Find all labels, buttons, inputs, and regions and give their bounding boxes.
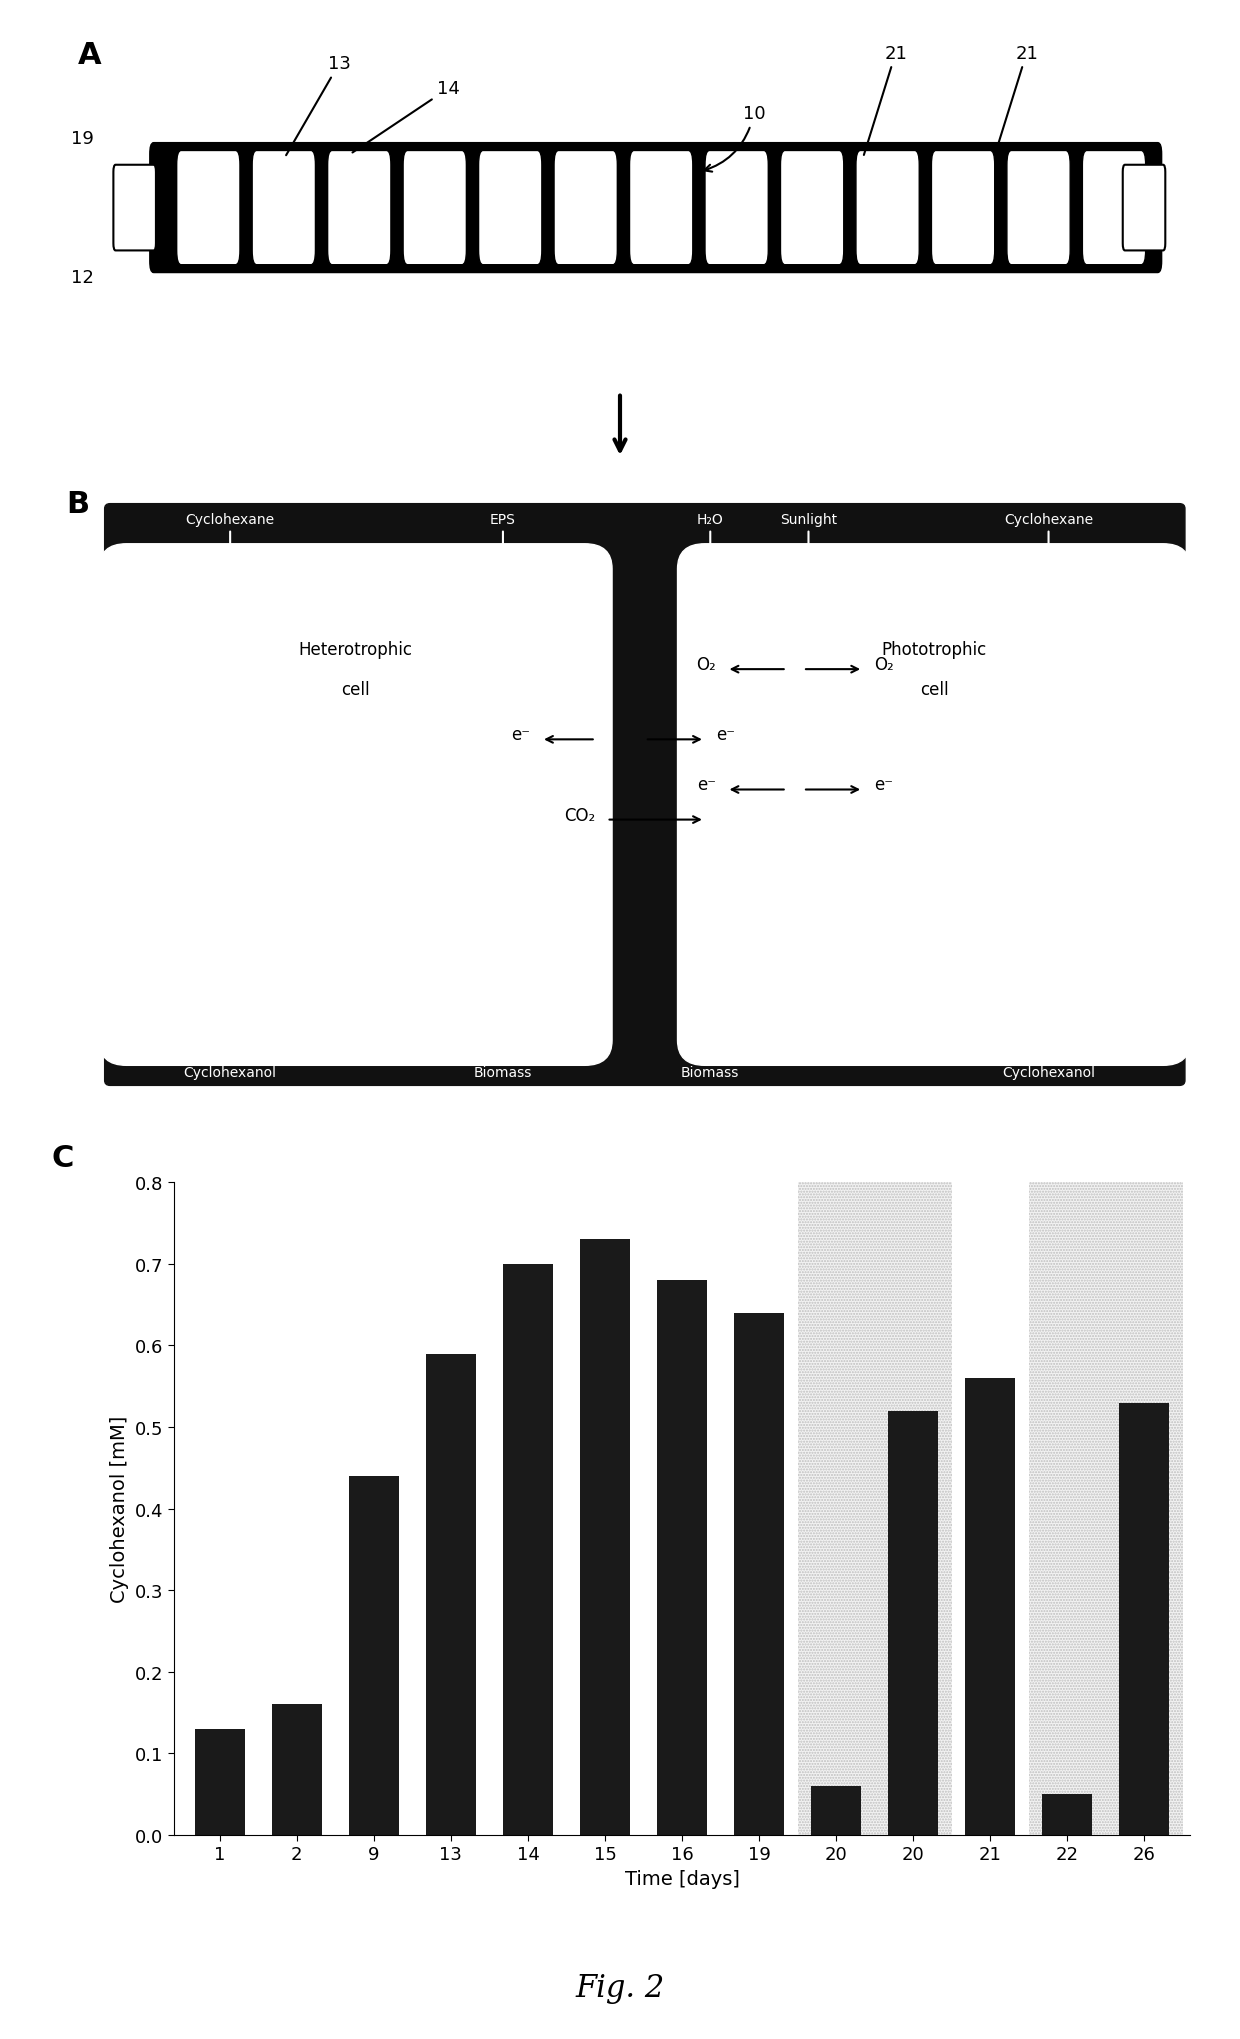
FancyBboxPatch shape [856, 151, 919, 265]
Text: 19: 19 [71, 130, 94, 147]
Text: Biomass: Biomass [681, 1066, 739, 1081]
FancyBboxPatch shape [706, 151, 769, 265]
Text: 10: 10 [704, 106, 765, 173]
Text: Biomass: Biomass [474, 1066, 532, 1081]
Text: H₂O: H₂O [697, 512, 724, 526]
Text: Cyclohexanol: Cyclohexanol [184, 1066, 277, 1081]
FancyBboxPatch shape [113, 165, 156, 251]
Bar [965, 1378, 1016, 1835]
FancyBboxPatch shape [1122, 165, 1166, 251]
Text: e⁻: e⁻ [874, 777, 893, 793]
FancyBboxPatch shape [104, 504, 1185, 1087]
FancyBboxPatch shape [479, 151, 542, 265]
Bar [425, 1354, 476, 1835]
Bar [1029, 1183, 1183, 1835]
Text: CO₂: CO₂ [564, 805, 595, 824]
Text: Phototrophic: Phototrophic [882, 640, 987, 659]
Text: e⁻: e⁻ [697, 777, 715, 793]
Bar [888, 1411, 939, 1835]
Text: Cyclohexanol: Cyclohexanol [1002, 1066, 1095, 1081]
Text: e⁻: e⁻ [511, 726, 531, 744]
FancyBboxPatch shape [252, 151, 315, 265]
Text: Fig. 2: Fig. 2 [575, 1972, 665, 2004]
Bar [272, 1705, 322, 1835]
FancyBboxPatch shape [780, 151, 843, 265]
Text: 14: 14 [352, 80, 460, 153]
Bar [580, 1240, 630, 1835]
FancyBboxPatch shape [403, 151, 466, 265]
FancyBboxPatch shape [1007, 151, 1070, 265]
Text: cell: cell [920, 681, 949, 699]
Bar [734, 1313, 784, 1835]
Text: 21: 21 [994, 45, 1038, 155]
Bar [1029, 1183, 1183, 1835]
Text: B: B [67, 489, 89, 518]
FancyBboxPatch shape [327, 151, 391, 265]
Text: Cyclohexane: Cyclohexane [186, 512, 275, 526]
FancyBboxPatch shape [931, 151, 994, 265]
FancyBboxPatch shape [630, 151, 693, 265]
Text: 21: 21 [864, 45, 908, 155]
FancyBboxPatch shape [554, 151, 618, 265]
Bar [195, 1729, 244, 1835]
Text: Cyclohexane: Cyclohexane [1004, 512, 1094, 526]
Bar [797, 1183, 951, 1835]
Text: Sunlight: Sunlight [780, 512, 837, 526]
FancyBboxPatch shape [150, 145, 1161, 273]
X-axis label: Time [days]: Time [days] [625, 1870, 739, 1888]
Text: e⁻: e⁻ [715, 726, 735, 744]
Y-axis label: Cyclohexanol [mM]: Cyclohexanol [mM] [110, 1415, 129, 1603]
FancyBboxPatch shape [1083, 151, 1146, 265]
Bar [657, 1280, 707, 1835]
FancyBboxPatch shape [99, 544, 613, 1066]
Text: cell: cell [341, 681, 370, 699]
Text: 12: 12 [71, 269, 94, 287]
Text: EPS: EPS [490, 512, 516, 526]
Bar [1042, 1794, 1092, 1835]
Text: O₂: O₂ [696, 657, 715, 673]
Bar [1120, 1403, 1169, 1835]
Bar [811, 1786, 861, 1835]
FancyBboxPatch shape [176, 151, 241, 265]
FancyBboxPatch shape [677, 544, 1190, 1066]
Bar [348, 1476, 399, 1835]
Bar [503, 1264, 553, 1835]
Text: O₂: O₂ [874, 657, 894, 673]
Text: A: A [77, 41, 100, 69]
Text: Heterotrophic: Heterotrophic [299, 640, 413, 659]
Text: C: C [52, 1144, 74, 1172]
Bar [797, 1183, 951, 1835]
Text: 13: 13 [286, 55, 351, 157]
